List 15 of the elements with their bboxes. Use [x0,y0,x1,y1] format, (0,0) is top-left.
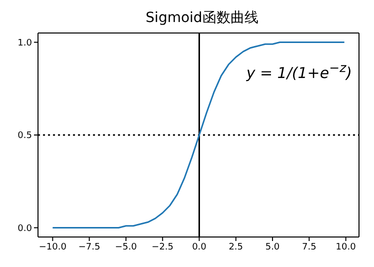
x-tick-label: −5.0 [115,242,138,252]
y-tick-label: 1.0 [18,38,32,48]
x-tick-label: −7.5 [78,242,100,252]
x-tick-label: −10.0 [38,242,67,252]
x-tick-label: 5.0 [265,242,280,252]
x-tick-label: 2.5 [228,242,244,252]
y-tick-label: 0.0 [18,224,32,234]
line-series [52,42,346,228]
x-tick-label: −2.5 [152,242,174,252]
annotation: y = 1/(1+e$^{−z}$) [246,60,352,82]
x-tick-label: 7.5 [302,242,316,252]
chart-title: Sigmoid函数曲线 [144,9,260,28]
x-tick-label: 0.0 [192,242,207,252]
x-tick-label: 10.0 [336,242,356,252]
y-tick-label: 0.5 [18,131,32,142]
